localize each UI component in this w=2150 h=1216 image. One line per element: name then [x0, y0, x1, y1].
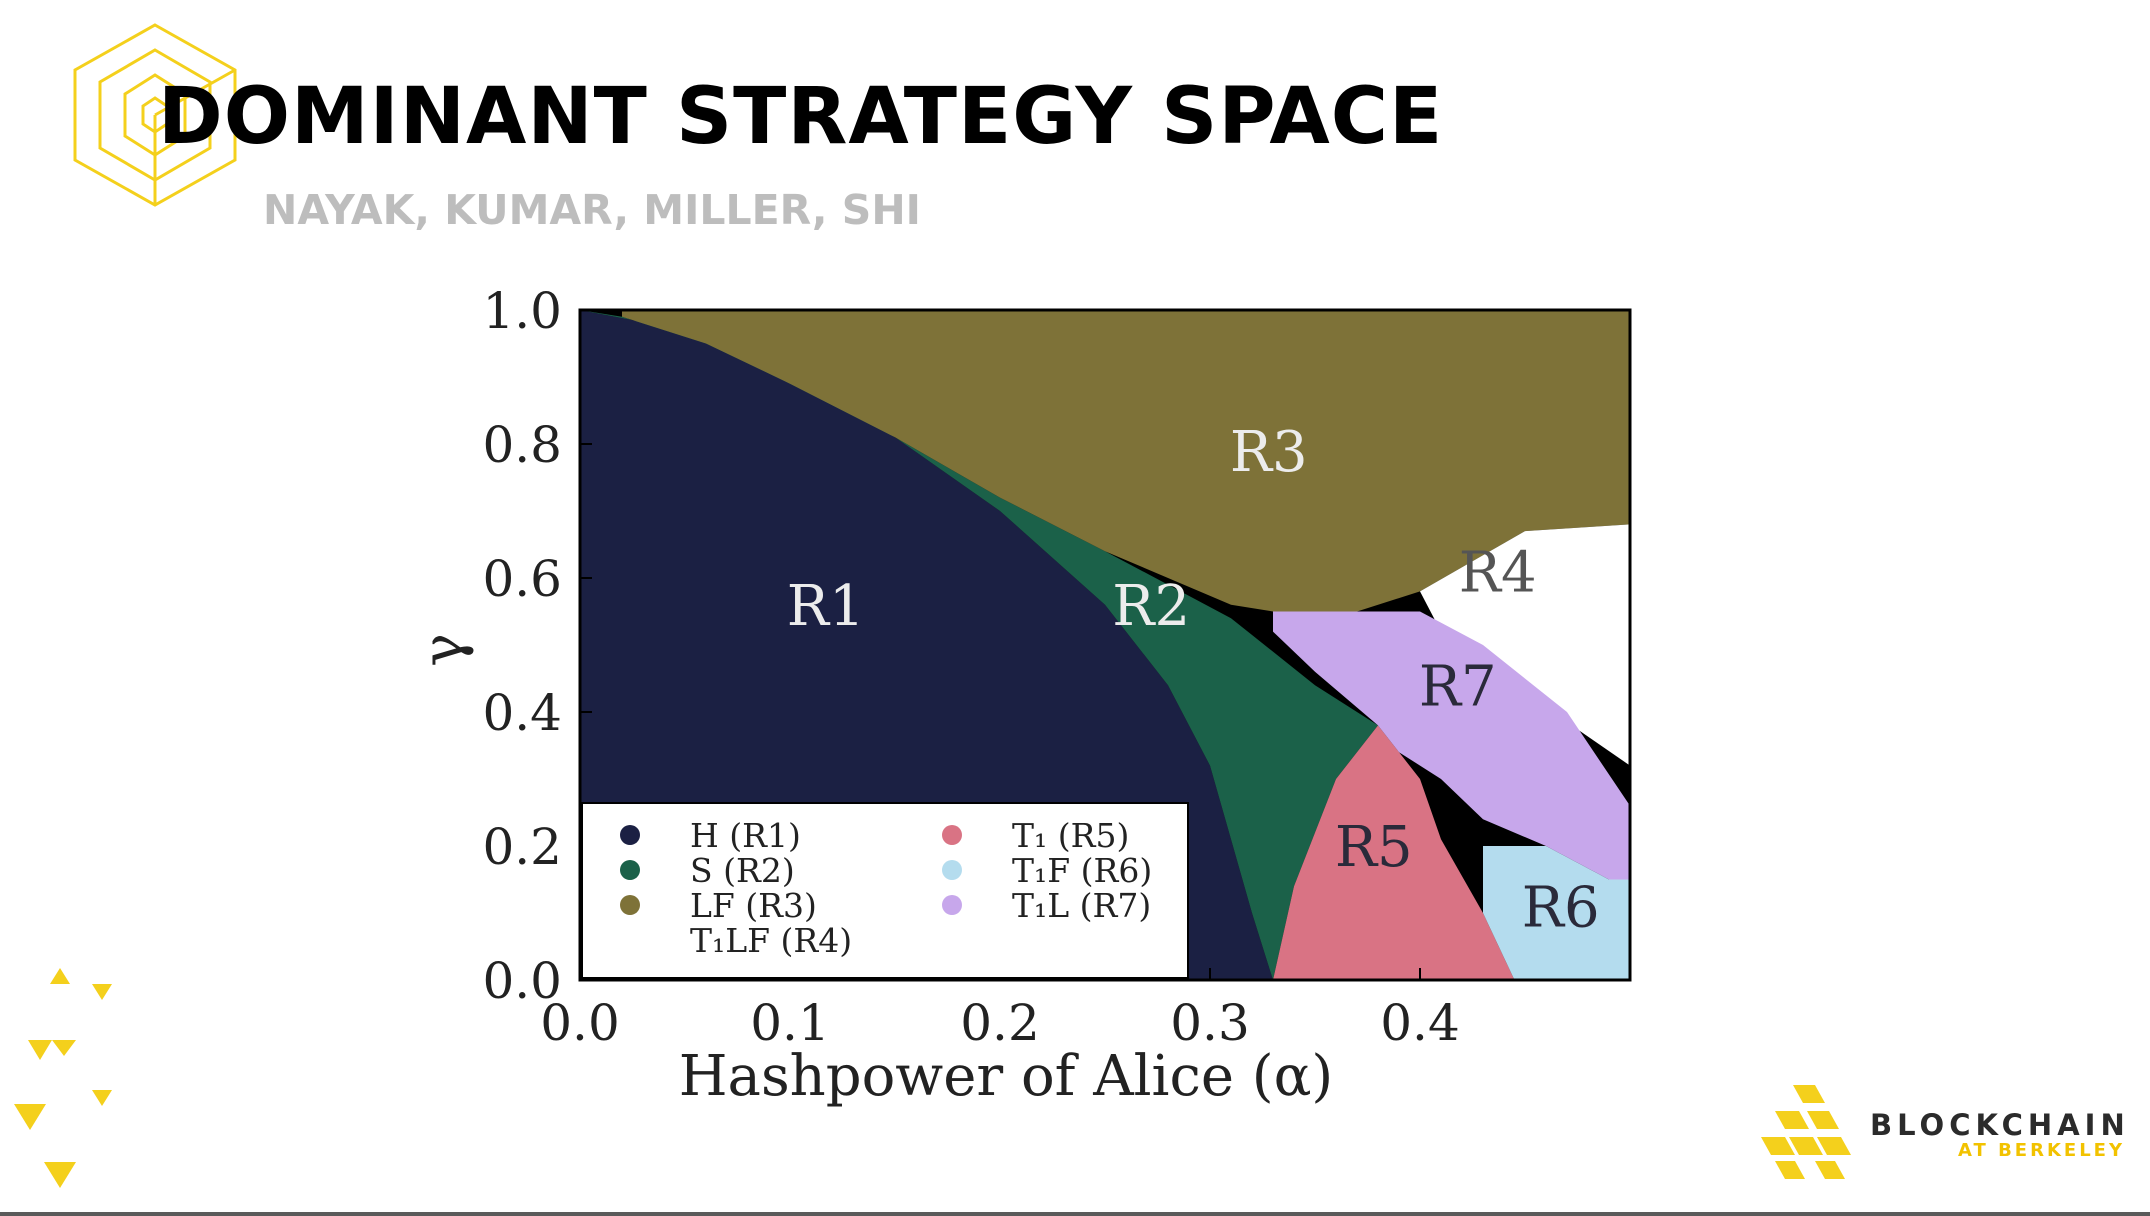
region-r3 — [622, 310, 1630, 612]
x-tick-label: 0.0 — [540, 994, 620, 1052]
y-axis-label: γ — [411, 633, 476, 666]
hexagon-logo-icon — [73, 23, 237, 207]
legend-marker-r2 — [620, 860, 640, 880]
x-tick-label: 0.4 — [1380, 994, 1460, 1052]
plot-frame — [578, 308, 1632, 982]
legend-marker-r7 — [942, 895, 962, 915]
slide-subtitle: NAYAK, KUMAR, MILLER, SHI — [263, 186, 921, 234]
bottom-rule — [0, 1212, 2150, 1216]
y-tick-label: 0.6 — [482, 550, 562, 608]
legend-marker-r6 — [942, 860, 962, 880]
x-tick-label: 0.1 — [750, 994, 830, 1052]
brand-name: BLOCKCHAIN — [1870, 1108, 2130, 1142]
legend-label-r4: T₁LF (R4) — [690, 921, 852, 960]
legend-label-r7: T₁L (R7) — [1012, 886, 1151, 925]
region-r6 — [1483, 846, 1630, 980]
y-tick-label: 0.0 — [482, 952, 562, 1010]
x-tick-label: 0.3 — [1170, 994, 1250, 1052]
legend-marker-r4 — [620, 930, 640, 950]
legend-label-r3: LF (R3) — [690, 886, 817, 925]
legend-box — [581, 802, 1189, 979]
legend-marker-r3 — [620, 895, 640, 915]
y-tick-label: 0.4 — [482, 684, 562, 742]
legend-marker-r1 — [620, 825, 640, 845]
region-label-r4: R4 — [1459, 540, 1537, 605]
region-r5 — [1273, 725, 1515, 980]
decorative-triangles-icon — [14, 968, 112, 1188]
y-tick-label: 1.0 — [482, 282, 562, 340]
legend: H (R1)S (R2)LF (R3)T₁LF (R4) T₁ (R5)T₁F (… — [581, 802, 1189, 979]
y-tick-label: 0.8 — [482, 416, 562, 474]
x-axis-label: Hashpower of Alice (α) — [679, 1044, 1334, 1109]
region-label-r5: R5 — [1335, 815, 1413, 880]
region-r4 — [1420, 524, 1630, 766]
strategy-region-chart: R1 R2 R3 R4 R5 R6 R7 0.0 0.1 0.2 0.3 0.4 0.0 0.2 0.4… — [411, 282, 1632, 1109]
region-label-r1: R1 — [787, 574, 865, 639]
region-label-r2: R2 — [1112, 574, 1190, 639]
legend-label-r6: T₁F (R6) — [1012, 851, 1152, 890]
legend-label-r2: S (R2) — [690, 851, 795, 890]
blockchain-logo-icon — [1761, 1085, 1851, 1179]
legend-label-r5: T₁ (R5) — [1012, 816, 1129, 855]
x-tick-label: 0.2 — [960, 994, 1040, 1052]
legend-label-r1: H (R1) — [690, 816, 801, 855]
region-label-r3: R3 — [1230, 420, 1308, 485]
legend-marker-r5 — [942, 825, 962, 845]
y-tick-label: 0.2 — [482, 818, 562, 876]
region-r2 — [580, 310, 1378, 980]
region-r7 — [1273, 611, 1630, 880]
region-label-r6: R6 — [1522, 875, 1600, 940]
slide-title: DOMINANT STRATEGY SPACE — [158, 72, 1444, 162]
region-label-r7: R7 — [1419, 654, 1497, 719]
brand-subtitle: AT BERKELEY — [1958, 1140, 2125, 1161]
